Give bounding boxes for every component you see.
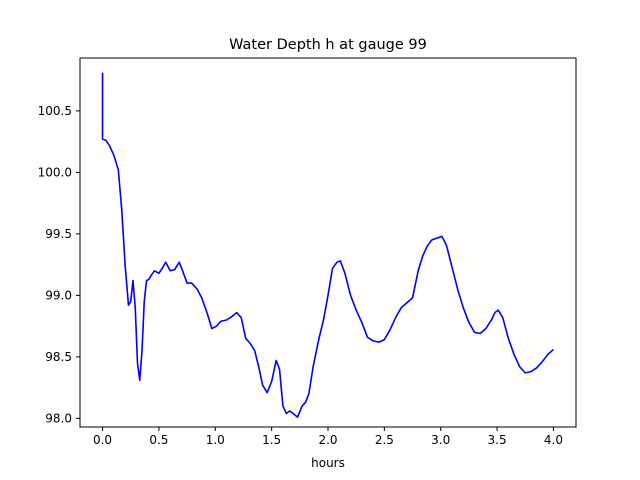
y-tick-label: 100.0	[38, 165, 72, 179]
y-tick-label: 98.0	[45, 411, 72, 425]
x-tick-label: 4.0	[544, 433, 563, 447]
y-tick-label: 100.5	[38, 104, 72, 118]
x-tick-label: 1.5	[262, 433, 281, 447]
series-line-0	[101, 72, 554, 418]
y-tick-label: 99.0	[45, 288, 72, 302]
x-tick-label: 3.0	[431, 433, 450, 447]
x-tick-label: 2.0	[318, 433, 337, 447]
x-tick-label: 0.0	[93, 433, 112, 447]
y-tick-label: 98.5	[45, 350, 72, 364]
x-tick-label: 2.5	[375, 433, 394, 447]
x-axis-label: hours	[311, 456, 345, 470]
chart-title: Water Depth h at gauge 99	[229, 37, 427, 53]
y-tick-label: 99.5	[45, 227, 72, 241]
x-tick-label: 0.5	[149, 433, 168, 447]
plot-area: 0.0 0.5 1.0 1.5 2.0 2.5 3.0 3.5 4.0 98.0 98.5 99.0 9…	[38, 57, 577, 447]
x-tick-label: 1.0	[206, 433, 225, 447]
x-tick-label: 3.5	[488, 433, 507, 447]
